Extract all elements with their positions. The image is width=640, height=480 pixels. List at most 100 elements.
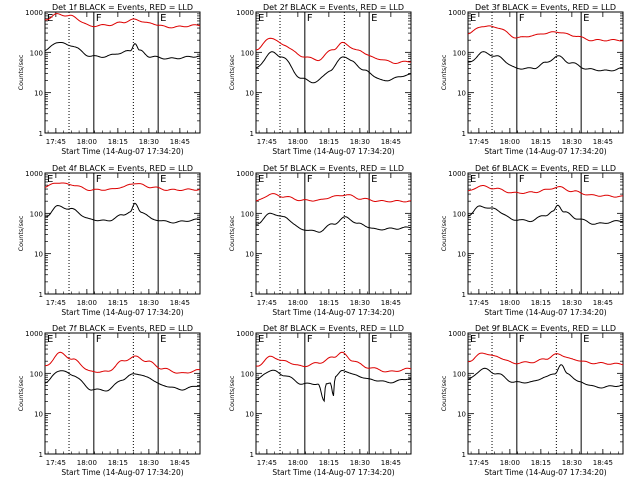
segment-label: E [583,174,589,185]
x-tick-label: 17:45 [257,299,277,307]
x-tick-label: 17:45 [46,138,66,146]
segment-label: F [519,174,525,185]
y-tick-label: 1 [462,130,466,138]
events-series-line [255,369,412,403]
x-tick-label: 18:00 [500,459,520,467]
segment-label: E [160,13,166,24]
y-tick-label: 1 [250,130,254,138]
segment-label: E [160,334,166,345]
x-tick-label: 18:45 [381,299,401,307]
y-axis-label: Counts/sec [440,54,448,90]
segment-label: F [307,13,313,24]
segment-label: E [47,174,53,185]
panel-det-3: Det 3f BLACK = Events, RED = LLD 1 10 100 10… [440,3,624,156]
lld-series-line [255,193,412,203]
x-tick-label: 18:30 [139,138,159,146]
x-tick-label: 18:45 [593,459,613,467]
x-tick-label: 18:30 [139,459,159,467]
panel-det-1: Det 1f BLACK = Events, RED = LLD 1 10 100 10… [17,3,201,156]
y-tick-label: 10 [34,251,43,259]
x-tick-label: 17:45 [46,459,66,467]
x-tick-label: 18:00 [288,459,308,467]
y-tick-label: 1000 [25,330,43,338]
y-axis-label: Counts/sec [228,215,236,251]
y-axis-label: Counts/sec [440,215,448,251]
lld-series-line [44,13,201,29]
plot-frame [467,11,624,134]
x-tick-label: 18:00 [77,299,97,307]
panel-title: Det 6f BLACK = Events, RED = LLD [475,164,616,173]
x-tick-label: 18:15 [531,459,551,467]
segment-label: E [583,13,589,24]
y-tick-label: 1000 [25,9,43,17]
y-tick-label: 1 [39,291,43,299]
x-tick-label: 18:00 [288,138,308,146]
x-tick-label: 17:45 [257,459,277,467]
lld-series-line [255,351,412,373]
x-axis-label: Start Time (14-Aug-07 17:34:20) [272,308,394,317]
y-tick-label: 100 [453,49,466,57]
x-tick-label: 17:45 [469,299,489,307]
events-series-line [467,51,624,72]
x-tick-label: 18:00 [500,138,520,146]
segment-label: E [470,174,476,185]
lld-series-line [467,352,624,366]
x-tick-label: 18:45 [170,299,190,307]
events-series-line [255,212,412,233]
y-axis-label: Counts/sec [440,375,448,411]
segment-label: F [519,13,525,24]
panel-title: Det 3f BLACK = Events, RED = LLD [475,3,616,12]
segment-label: E [470,13,476,24]
y-tick-label: 1000 [236,9,254,17]
x-tick-label: 18:00 [77,138,97,146]
x-tick-label: 18:45 [381,459,401,467]
x-axis-label: Start Time (14-Aug-07 17:34:20) [61,308,183,317]
segment-label: E [258,13,264,24]
y-tick-label: 100 [453,210,466,218]
y-tick-label: 1000 [25,170,43,178]
events-series-line [467,204,623,225]
y-tick-label: 1000 [448,170,466,178]
panel-title: Det 9f BLACK = Events, RED = LLD [475,324,616,333]
x-axis-label: Start Time (14-Aug-07 17:34:20) [484,308,606,317]
y-tick-label: 10 [457,251,466,259]
lld-series-line [256,37,411,65]
panel-title: Det 1f BLACK = Events, RED = LLD [52,3,193,12]
panel-det-2: Det 2f BLACK = Events, RED = LLD 1 10 100 10… [228,3,412,156]
plot-frame [44,172,201,295]
panel-title: Det 7f BLACK = Events, RED = LLD [52,324,193,333]
x-tick-label: 18:15 [108,459,128,467]
x-tick-label: 17:45 [469,459,489,467]
x-tick-label: 18:15 [319,138,339,146]
x-tick-label: 18:45 [593,138,613,146]
x-tick-label: 18:15 [319,299,339,307]
y-tick-label: 100 [30,210,43,218]
x-tick-label: 18:15 [531,138,551,146]
x-tick-label: 18:15 [108,299,128,307]
x-tick-label: 18:00 [500,299,520,307]
y-tick-label: 1000 [448,9,466,17]
segment-label: F [307,174,313,185]
segment-label: E [470,334,476,345]
plot-frame [255,172,412,295]
y-tick-label: 100 [30,49,43,57]
segment-label: F [96,13,102,24]
x-tick-label: 18:30 [350,459,370,467]
y-tick-label: 100 [241,49,254,57]
x-tick-label: 18:15 [531,299,551,307]
events-series-line [467,364,624,389]
x-axis-label: Start Time (14-Aug-07 17:34:20) [484,147,606,156]
y-tick-label: 1000 [236,170,254,178]
x-tick-label: 18:45 [381,138,401,146]
y-tick-label: 1 [250,451,254,459]
x-tick-label: 18:30 [562,138,582,146]
y-tick-label: 1 [39,130,43,138]
panel-det-5: Det 5f BLACK = Events, RED = LLD 1 10 100 10… [228,164,412,317]
segment-label: E [583,334,589,345]
y-tick-label: 10 [245,251,254,259]
y-tick-label: 100 [241,210,254,218]
x-tick-label: 18:00 [288,299,308,307]
events-series-line [255,51,412,84]
y-tick-label: 10 [245,411,254,419]
